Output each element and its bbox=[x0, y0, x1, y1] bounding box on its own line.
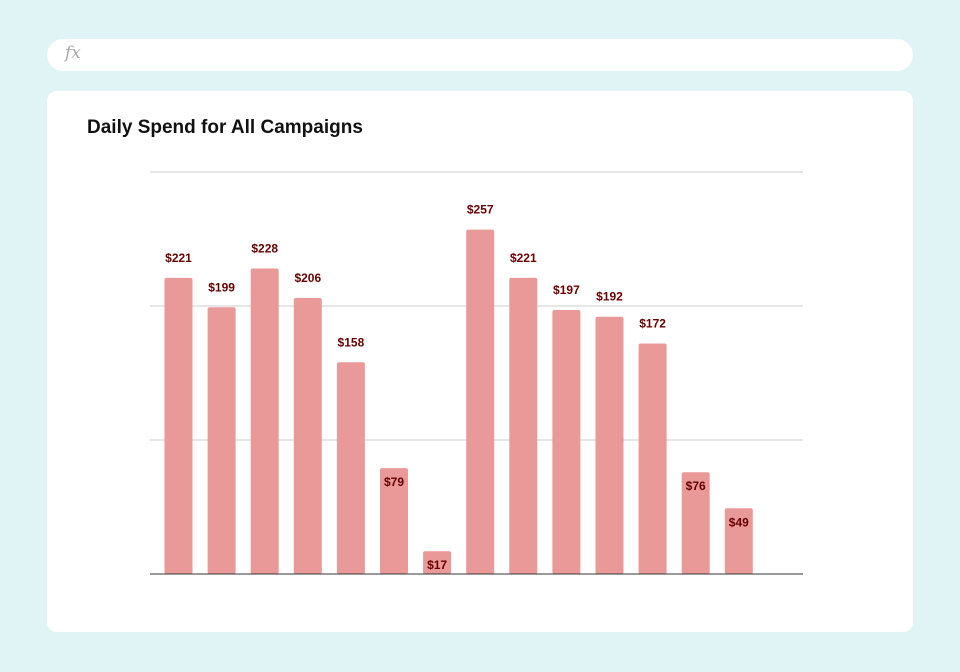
bar-5[interactable] bbox=[336, 362, 365, 574]
bar-8[interactable] bbox=[466, 229, 495, 574]
data-label-2: $199 bbox=[208, 280, 235, 294]
data-label-10: $197 bbox=[553, 283, 580, 297]
bar-2[interactable] bbox=[207, 307, 236, 574]
data-label-7: $17 bbox=[427, 558, 447, 572]
data-label-12: $172 bbox=[639, 317, 666, 331]
bar-7[interactable] bbox=[423, 551, 452, 574]
data-label-14: $49 bbox=[729, 515, 749, 529]
bar-6[interactable] bbox=[380, 468, 408, 574]
data-label-4: $206 bbox=[294, 271, 321, 285]
data-label-11: $192 bbox=[596, 290, 623, 304]
data-label-1: $221 bbox=[165, 251, 192, 265]
bar-9[interactable] bbox=[509, 277, 538, 574]
bar-14[interactable] bbox=[724, 508, 753, 574]
bar-4[interactable] bbox=[293, 298, 322, 574]
bar-12[interactable] bbox=[638, 343, 667, 575]
chart-card[interactable]: Daily Spend for All Campaigns $221 $199 $2… bbox=[47, 91, 913, 632]
bar-11[interactable] bbox=[595, 316, 624, 574]
bar-3[interactable] bbox=[250, 268, 279, 575]
bar-10[interactable] bbox=[552, 310, 581, 574]
bar-chart: $221 $199 $228 $206 $158 $79 $17 $257 $221 $197 $1… bbox=[150, 171, 803, 575]
data-label-6: $79 bbox=[384, 475, 404, 489]
data-label-3: $228 bbox=[251, 242, 278, 256]
formula-bar[interactable]: fx bbox=[47, 39, 913, 71]
function-icon: fx bbox=[65, 43, 81, 63]
data-label-8: $257 bbox=[467, 203, 494, 217]
bar-1[interactable] bbox=[164, 277, 193, 574]
bar-13[interactable] bbox=[681, 472, 710, 574]
chart-title: Daily Spend for All Campaigns bbox=[87, 117, 363, 138]
data-label-9: $221 bbox=[510, 251, 537, 265]
data-label-13: $76 bbox=[686, 479, 706, 493]
data-label-5: $158 bbox=[338, 335, 365, 349]
